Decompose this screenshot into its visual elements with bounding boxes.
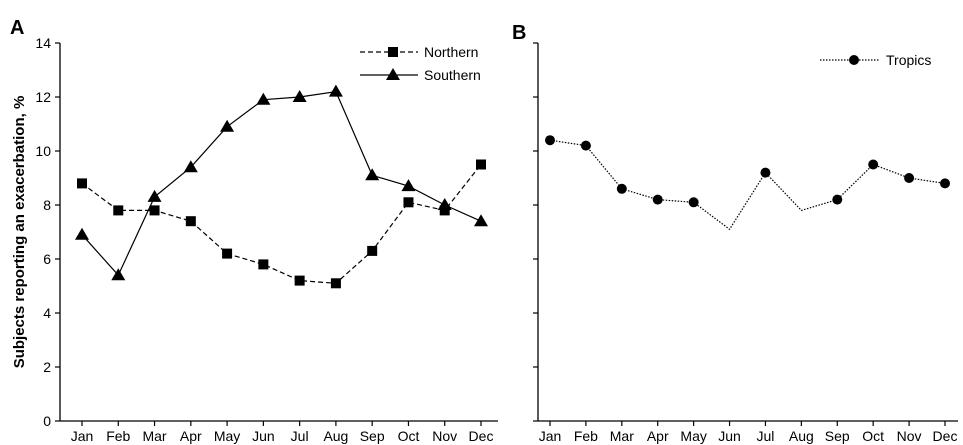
series-line-southern bbox=[81, 90, 482, 277]
x-tick-label: Jan bbox=[71, 428, 94, 444]
x-tick-label: May bbox=[680, 428, 706, 444]
series-line-tropics bbox=[549, 139, 946, 231]
panel-b-letter: B bbox=[512, 22, 526, 44]
y-tick-label: 14 bbox=[35, 35, 51, 51]
x-tick-label: Sep bbox=[825, 428, 850, 444]
x-tick-label: Jul bbox=[757, 428, 775, 444]
data-point-tropics bbox=[940, 178, 950, 189]
data-point-southern bbox=[292, 90, 307, 102]
data-point-southern bbox=[147, 189, 162, 202]
x-tick-label: Jan bbox=[539, 428, 562, 444]
data-point-southern bbox=[75, 227, 89, 240]
data-point-northern bbox=[476, 159, 486, 170]
x-tick-label: Nov bbox=[897, 428, 922, 444]
panel-a-chart: 0 2 4 6 8 10 12 14 Jan Feb Mar Apr May Jun Jul Aug Sep Oc… bbox=[35, 35, 498, 444]
x-tick-label: Oct bbox=[398, 428, 420, 444]
data-point-southern bbox=[401, 179, 416, 192]
data-point-southern bbox=[256, 92, 271, 105]
x-tick-label: Aug bbox=[323, 428, 348, 444]
data-point-northern bbox=[330, 278, 341, 289]
data-point-tropics bbox=[904, 173, 915, 183]
y-tick-label: 4 bbox=[43, 305, 51, 321]
x-tick-label: Nov bbox=[432, 428, 457, 444]
y-tick-label: 12 bbox=[35, 89, 51, 105]
data-point-northern bbox=[294, 275, 305, 286]
x-tick-label: Mar bbox=[610, 428, 634, 444]
legend-marker-tropics bbox=[849, 55, 859, 65]
legend-label-northern: Northern bbox=[424, 44, 478, 60]
data-point-northern bbox=[403, 197, 414, 208]
legend-label-tropics: Tropics bbox=[886, 52, 931, 68]
data-point-southern bbox=[437, 198, 452, 210]
data-point-tropics bbox=[760, 167, 771, 178]
data-point-tropics bbox=[832, 194, 843, 205]
data-point-southern bbox=[328, 84, 343, 97]
legend-label-southern: Southern bbox=[424, 67, 481, 83]
panel-a-letter: A bbox=[10, 17, 24, 39]
y-tick-label: 8 bbox=[43, 197, 51, 213]
y-axis-label: Subjects reporting an exacerbation, % bbox=[11, 96, 28, 369]
x-tick-label: Oct bbox=[862, 428, 884, 444]
data-point-tropics bbox=[688, 197, 699, 208]
x-tick-label: Jun bbox=[252, 428, 275, 444]
data-point-southern bbox=[220, 119, 235, 132]
data-point-southern bbox=[183, 160, 198, 173]
y-tick-label: 0 bbox=[43, 413, 51, 429]
data-point-northern bbox=[149, 205, 160, 216]
data-point-tropics bbox=[580, 140, 591, 151]
data-point-tropics bbox=[616, 183, 627, 194]
data-point-tropics bbox=[868, 159, 879, 170]
data-point-northern bbox=[222, 248, 233, 259]
data-point-northern bbox=[113, 205, 124, 216]
panel-b-chart: Jan Feb Mar Apr May Jun Jul Aug Sep Oct Nov Dec Trop… bbox=[533, 42, 958, 444]
x-tick-label: Dec bbox=[469, 428, 494, 444]
data-point-northern bbox=[439, 205, 450, 216]
x-tick-label: Jun bbox=[718, 428, 741, 444]
legend-marker-southern bbox=[386, 68, 400, 80]
data-point-tropics bbox=[545, 135, 555, 146]
x-tick-label: Mar bbox=[142, 428, 166, 444]
legend-marker-northern bbox=[388, 47, 398, 57]
x-tick-label: Aug bbox=[789, 428, 814, 444]
y-tick-label: 10 bbox=[35, 143, 51, 159]
x-tick-label: Apr bbox=[180, 428, 202, 444]
x-tick-label: Dec bbox=[933, 428, 958, 444]
data-point-northern bbox=[185, 216, 196, 227]
x-tick-label: Sep bbox=[360, 428, 385, 444]
data-point-southern bbox=[365, 168, 380, 181]
x-tick-label: Apr bbox=[647, 428, 669, 444]
data-point-northern bbox=[258, 259, 269, 270]
x-tick-label: Feb bbox=[106, 428, 130, 444]
data-point-northern bbox=[77, 178, 87, 189]
data-point-southern bbox=[474, 214, 488, 227]
y-tick-label: 2 bbox=[43, 359, 51, 375]
data-point-tropics bbox=[652, 194, 663, 205]
data-point-northern bbox=[367, 245, 378, 256]
y-tick-label: 6 bbox=[43, 251, 51, 267]
x-tick-label: Feb bbox=[574, 428, 598, 444]
x-tick-label: Jul bbox=[291, 428, 309, 444]
data-point-southern bbox=[111, 268, 126, 281]
x-tick-label: May bbox=[214, 428, 240, 444]
